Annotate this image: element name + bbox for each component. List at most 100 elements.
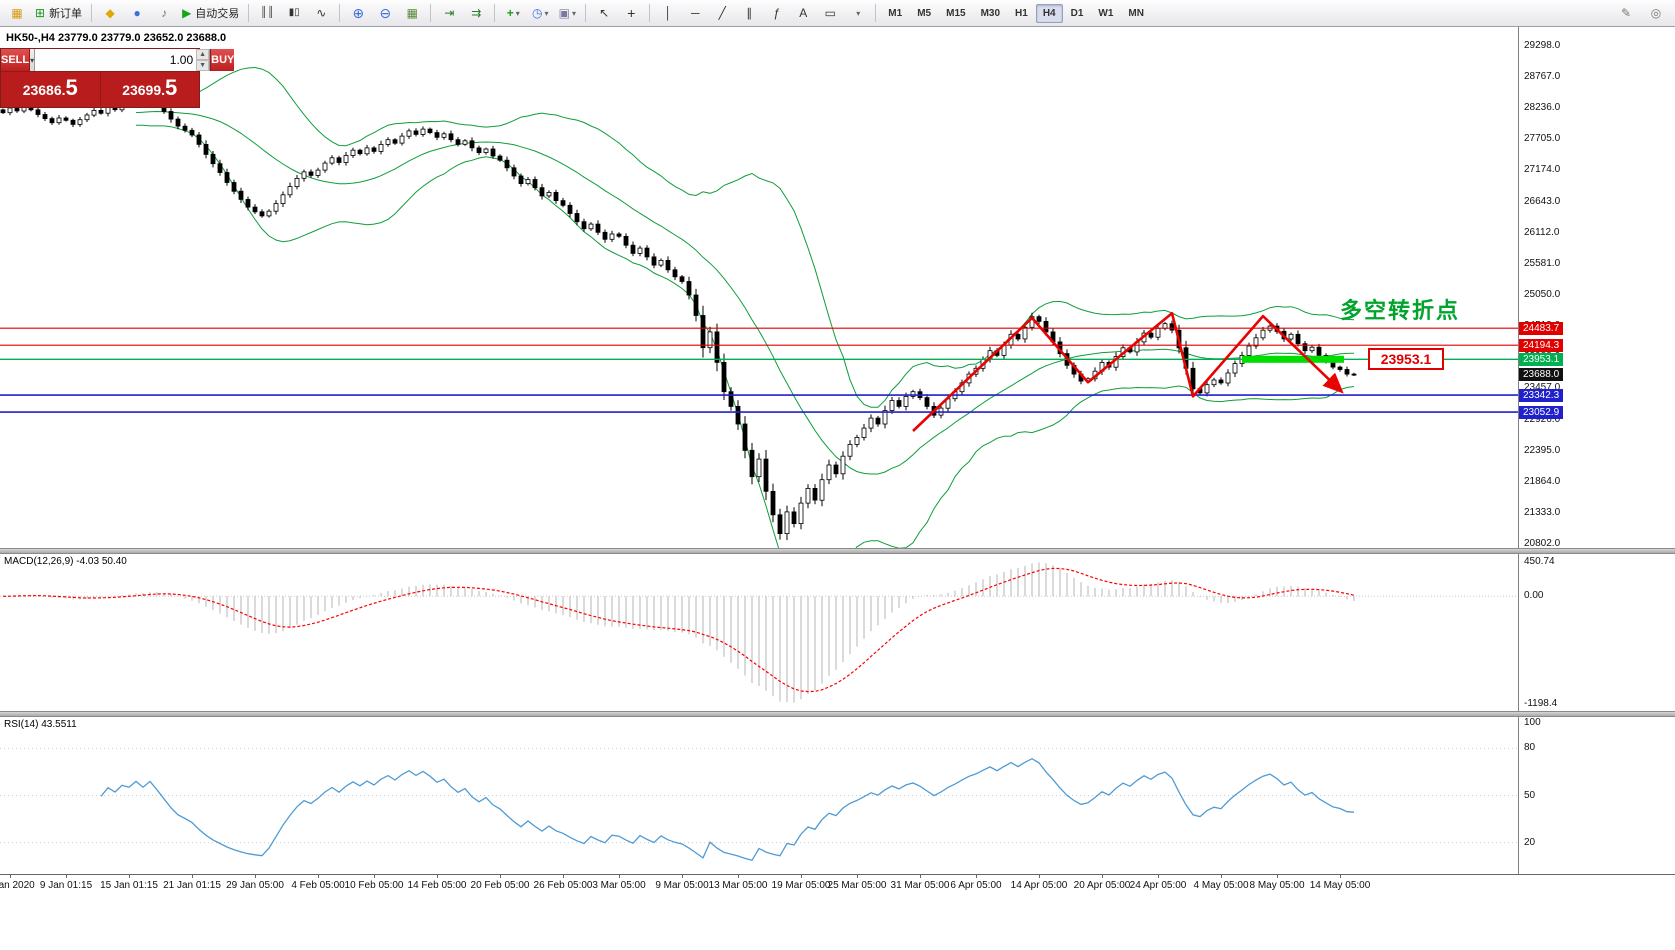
timeframe-button-m15[interactable]: M15 [946,7,966,19]
periods-button[interactable]: ◷ ▾ [527,2,553,24]
bar-chart-button[interactable]: ║║ [254,2,280,24]
pane-separator[interactable] [0,711,1675,717]
sell-price-big-digit: 5 [65,75,78,100]
rsi-chart [0,747,1518,862]
cursor-button[interactable]: ↖ [591,2,617,24]
chevron-down-icon: ▾ [856,8,861,18]
timeframe-button-d1[interactable]: D1 [1070,7,1084,19]
chevron-down-icon: ▾ [571,8,576,18]
price-marker: 23953.1 [1519,353,1564,366]
axis-label: 25050.0 [1524,289,1561,300]
time-axis-label: 31 Mar 05:00 [890,880,950,891]
indicators-plus-icon: + [506,6,514,20]
auto-scroll-button[interactable]: ⇉ [463,2,489,24]
sell-button[interactable]: SELL [1,49,31,71]
timeframe-button-m5[interactable]: M5 [917,7,932,19]
cursor-icon: ↖ [599,6,610,20]
fibonacci-button[interactable]: ƒ [763,2,789,24]
rsi-axis[interactable]: 100 80 50 20 [1518,717,1675,874]
axis-label: 23457.0 [1524,382,1561,394]
fibonacci-icon: ƒ [772,6,780,20]
time-tick [318,875,319,878]
auto-trading-button[interactable]: ▶ 自动交易 [182,6,240,20]
volume-dropdown-button[interactable]: ▾ [30,49,36,71]
price-marker: 23688.0 [1519,368,1564,381]
profiles-button[interactable]: ◆ [97,2,123,24]
timeframe-button-h1[interactable]: H1 [1015,7,1028,19]
sell-price-main: 23686. [22,82,66,98]
crosshair-button[interactable]: + [618,2,644,24]
symbol-ohlc-header: HK50-,H4 23779.0 23779.0 23652.0 23688.0 [6,32,227,44]
axis-label: 27705.0 [1524,133,1561,145]
time-axis[interactable]: 2 Jan 2020 9 Jan 01:15 15 Jan 01:15 21 Jan … [0,874,1675,895]
macd-plot[interactable]: MACD(12,26,9) -4.03 50.40 [0,554,1518,711]
time-axis-label: 26 Feb 05:00 [533,880,593,891]
chart-shift-button[interactable]: ⇥ [436,2,462,24]
pane-separator[interactable] [0,548,1675,554]
line-chart-button[interactable]: ∿ [308,2,334,24]
horizontal-line-icon: ─ [691,6,700,20]
time-tick [619,875,620,878]
axis-label: 0.00 [1524,590,1544,601]
timeframe-button-h4[interactable]: H4 [1035,3,1063,23]
search-button[interactable]: ◎ [1643,2,1669,24]
time-axis-label: 15 Jan 01:15 [100,880,158,891]
volume-stepper[interactable]: ▲ ▼ [196,49,210,71]
buy-price[interactable]: 23699. 5 [101,72,200,106]
time-tick [738,875,739,878]
time-tick [10,875,11,878]
tile-windows-button[interactable]: ▦ [399,2,425,24]
clock-icon: ◷ [532,6,543,20]
timeframe-button-mn[interactable]: MN [1128,7,1144,19]
price-chart-plot[interactable]: HK50-,H4 23779.0 23779.0 23652.0 23688.0… [0,27,1518,548]
zoom-in-button[interactable]: ⊕ [345,2,371,24]
time-axis-label: 9 Mar 05:00 [655,880,709,891]
timeframe-group: M1 M5 M15 M30 H1 H4 D1 W1 MN [881,3,1151,23]
axis-label: 21864.0 [1524,475,1561,487]
horizontal-line-button[interactable]: ─ [682,2,708,24]
time-tick [437,875,438,878]
channel-button[interactable]: ∥ [736,2,762,24]
time-axis-label: 25 Mar 05:00 [827,880,887,891]
alerts-button[interactable]: ♪ [151,2,177,24]
stepper-up-icon[interactable]: ▲ [196,49,210,60]
price-level-callout: 23953.1 [1368,348,1444,370]
shapes-dropdown-button[interactable]: ▾ [844,2,870,24]
timeframe-button-m1[interactable]: M1 [888,7,903,19]
vertical-line-button[interactable]: │ [655,2,681,24]
auto-scroll-icon: ⇉ [471,6,482,20]
volume-input[interactable] [35,49,197,71]
chevron-down-icon: ▾ [544,8,549,18]
candlestick-chart-button[interactable]: ▮▯ [281,2,307,24]
templates-button[interactable]: ▣ ▾ [554,2,580,24]
zoom-out-button[interactable]: ⊖ [372,2,398,24]
time-tick [66,875,67,878]
rsi-plot[interactable]: RSI(14) 43.5511 [0,717,1518,874]
vertical-line-icon: │ [664,6,673,20]
axis-label: 50 [1524,789,1536,801]
indicators-button[interactable]: + ▾ [500,2,526,24]
label-button[interactable]: ▭ [817,2,843,24]
new-order-button[interactable]: ⊞ 新订单 [35,6,83,20]
rsi-pane: RSI(14) 43.5511 100 80 50 20 [0,717,1675,874]
macd-indicator-label: MACD(12,26,9) -4.03 50.40 [4,556,127,567]
buy-button[interactable]: BUY [210,49,235,71]
time-tick [1039,875,1040,878]
time-axis-label: 10 Feb 05:00 [344,880,404,891]
stepper-down-icon[interactable]: ▼ [196,60,210,71]
trend-line-button[interactable]: ╱ [709,2,735,24]
timeframe-button-w1[interactable]: W1 [1098,7,1114,19]
one-click-trading-panel: SELL ▾ ▲▼ BUY 23686.5 23699.5 [0,48,235,108]
sell-price[interactable]: 23686. 5 [1,72,101,106]
time-axis-label: 9 Jan 01:15 [39,880,93,891]
axis-label: 22395.0 [1524,444,1561,456]
edit-button[interactable]: ✎ [1613,2,1639,24]
alerts-icon: ♪ [161,6,168,20]
text-icon: A [799,6,808,20]
market-watch-button[interactable]: ● [124,2,150,24]
macd-axis[interactable]: 450.74 0.00 -1198.4 [1518,554,1675,711]
text-button[interactable]: A [790,2,816,24]
timeframe-button-m30[interactable]: M30 [980,7,1001,19]
app-icon: ▦ [11,6,23,20]
price-axis[interactable]: 29298.0 28767.0 28236.0 27705.0 27174.0 26643… [1518,27,1675,548]
